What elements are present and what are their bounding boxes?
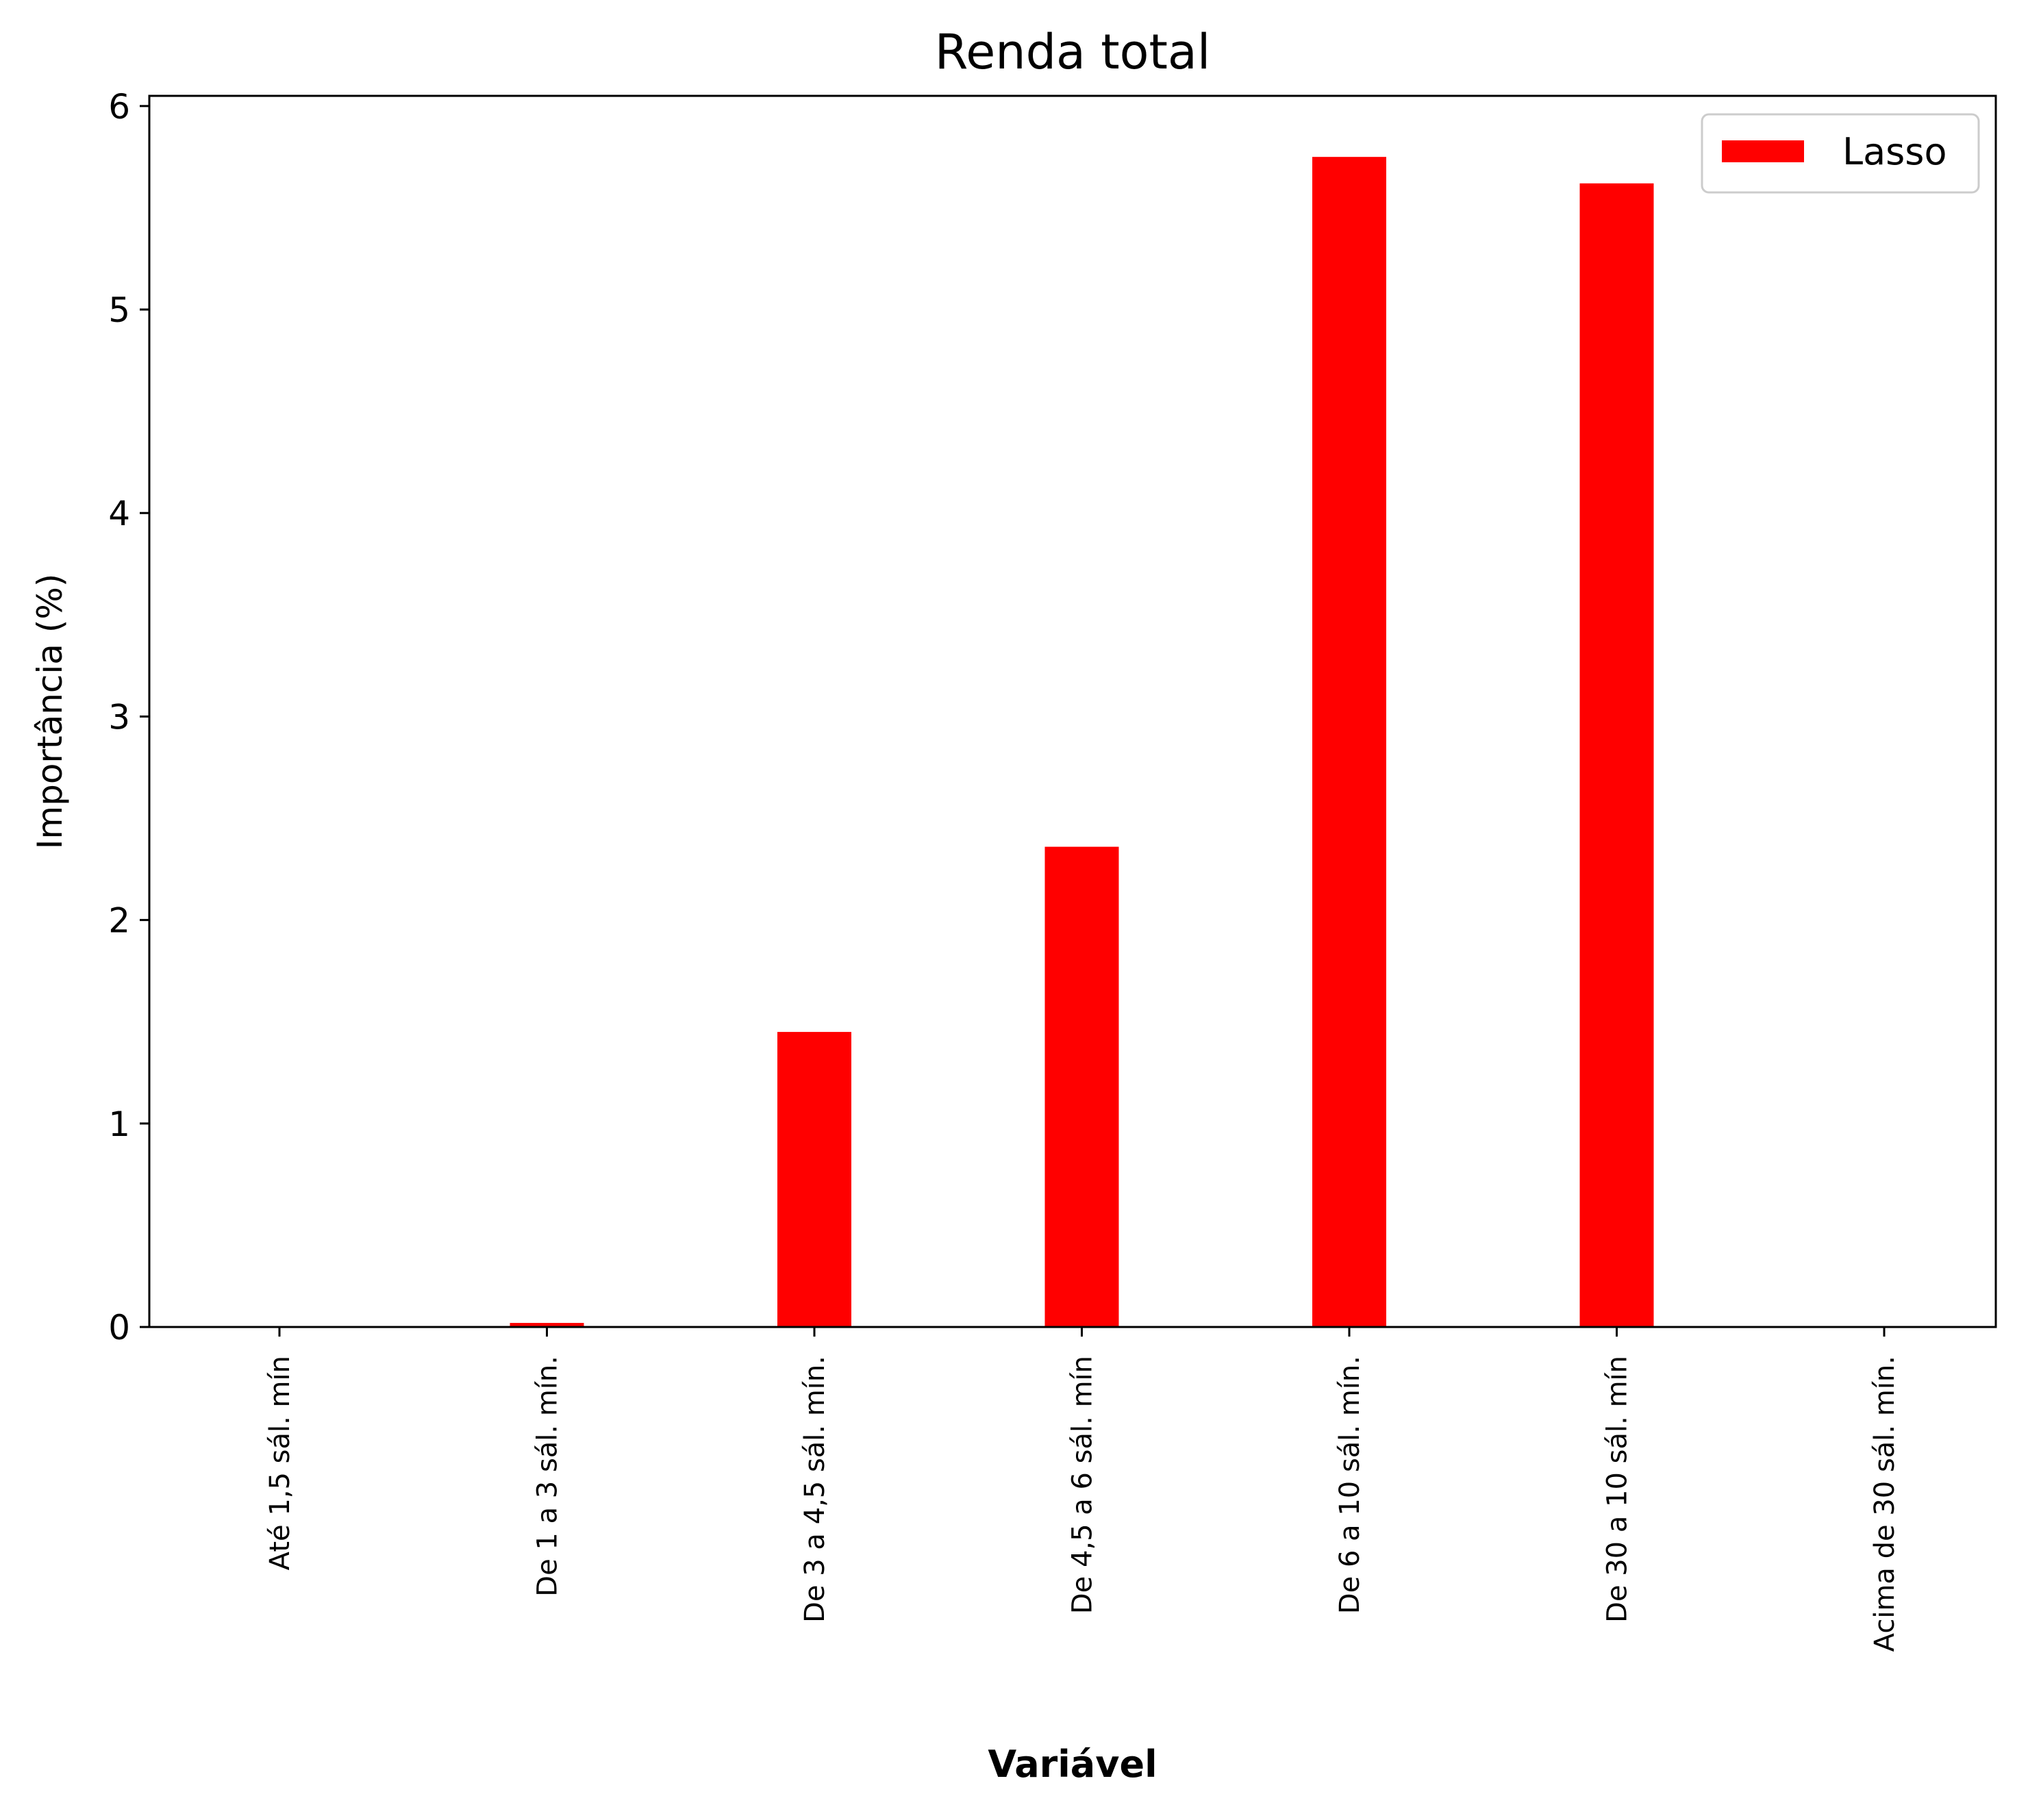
legend-box [1701, 113, 1980, 194]
bars-layer [510, 157, 1654, 1328]
x-tick-label-3: De 4,5 a 6 sál. mín [1067, 1356, 1099, 1614]
x-axis-label: Variável [988, 1743, 1157, 1786]
x-tick-label-6: Acima de 30 sál. mín. [1869, 1356, 1901, 1652]
bar-1 [510, 1323, 584, 1327]
chart-title: Renda total [935, 24, 1211, 80]
x-tick-label-0: Até 1,5 sál. mín [264, 1356, 296, 1570]
y-tick-label-6: 6 [108, 87, 130, 127]
x-tick-label-4: De 6 a 10 sál. mín. [1334, 1356, 1366, 1614]
legend: Lasso [1701, 113, 1980, 194]
x-tick-label-1: De 1 a 3 sál. mín. [532, 1356, 564, 1597]
legend-swatch-lasso [1722, 140, 1804, 162]
y-tick-label-2: 2 [108, 901, 130, 941]
y-axis-ticks: 0 1 2 3 4 5 6 [108, 87, 149, 1348]
bar-3 [1044, 846, 1119, 1327]
bar-2 [777, 1032, 851, 1327]
x-tick-label-5: De 30 a 10 sál. mín [1602, 1356, 1633, 1623]
bar-4 [1312, 157, 1386, 1328]
plot-frame [148, 94, 1997, 1328]
y-tick-label-4: 4 [108, 494, 130, 533]
x-axis-ticks: Até 1,5 sál. mín De 1 a 3 sál. mín. De 3 a… [264, 1327, 1901, 1652]
y-axis-label: Importância (%) [30, 574, 70, 850]
y-tick-label-0: 0 [108, 1308, 130, 1348]
y-tick-label-1: 1 [108, 1104, 130, 1144]
y-tick-label-3: 3 [108, 697, 130, 737]
y-tick-label-5: 5 [108, 290, 130, 330]
legend-label-lasso: Lasso [1842, 130, 1946, 173]
x-tick-label-2: De 3 a 4,5 sál. mín. [799, 1356, 831, 1623]
bar-5 [1579, 183, 1654, 1327]
